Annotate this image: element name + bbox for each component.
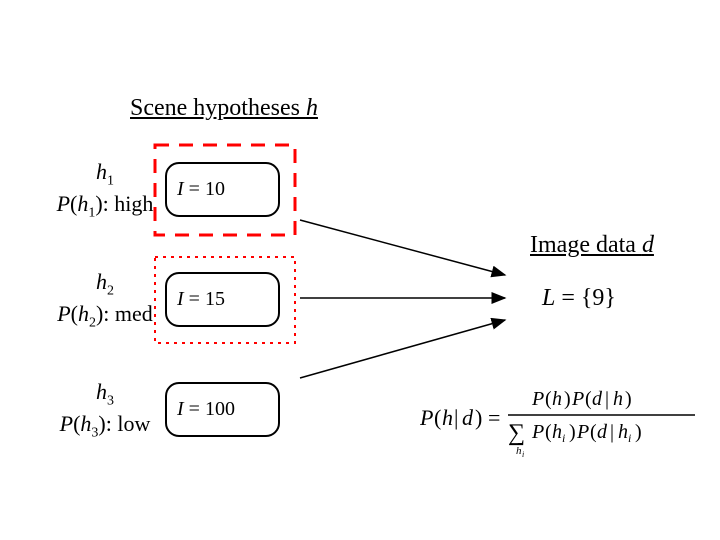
svg-text:|: | bbox=[605, 388, 609, 410]
hypothesis-3-box: I = 100 bbox=[165, 382, 280, 437]
hypothesis-2-I: I = 15 bbox=[177, 288, 225, 311]
svg-text:): ) bbox=[564, 388, 571, 410]
bayes-formula: P ( h | d ) = P ( h ) P ( d | h ) ∑ h i … bbox=[420, 380, 710, 466]
hypothesis-2-label: h2 P(h2): med bbox=[55, 268, 155, 332]
title-text: Scene hypotheses h bbox=[130, 95, 318, 121]
svg-text:=: = bbox=[488, 405, 500, 430]
svg-text:(: ( bbox=[545, 421, 552, 443]
svg-text:P: P bbox=[420, 405, 433, 430]
svg-text:): ) bbox=[569, 421, 576, 443]
svg-text:h: h bbox=[442, 405, 453, 430]
title: Scene hypotheses h bbox=[130, 95, 318, 122]
hypothesis-1-label: h1 P(h1): high bbox=[55, 158, 155, 222]
arrow-3 bbox=[300, 320, 505, 378]
hypothesis-1-box: I = 10 bbox=[165, 162, 280, 217]
svg-text:i: i bbox=[562, 431, 565, 445]
svg-text:P: P bbox=[531, 421, 544, 443]
svg-text:(: ( bbox=[434, 405, 441, 430]
svg-text:(: ( bbox=[545, 388, 552, 410]
hypothesis-3-label: h3 P(h3): low bbox=[55, 378, 155, 442]
svg-text:d: d bbox=[592, 388, 603, 410]
hypothesis-2-box: I = 15 bbox=[165, 272, 280, 327]
svg-text:|: | bbox=[610, 421, 614, 443]
formula-svg: P ( h | d ) = P ( h ) P ( d | h ) ∑ h i … bbox=[420, 380, 700, 460]
svg-text:h: h bbox=[613, 388, 623, 410]
hypothesis-3-I: I = 100 bbox=[177, 398, 235, 421]
arrow-1 bbox=[300, 220, 505, 275]
L-value: L = {9} bbox=[542, 285, 616, 312]
svg-text:(: ( bbox=[590, 421, 597, 443]
svg-text:∑: ∑ bbox=[508, 420, 525, 446]
svg-text:d: d bbox=[462, 405, 474, 430]
svg-text:h: h bbox=[552, 388, 562, 410]
svg-text:|: | bbox=[454, 405, 458, 430]
svg-text:i: i bbox=[522, 450, 524, 459]
svg-text:P: P bbox=[531, 388, 544, 410]
svg-text:): ) bbox=[625, 388, 632, 410]
svg-text:P: P bbox=[576, 421, 589, 443]
svg-text:h: h bbox=[618, 421, 628, 443]
svg-text:d: d bbox=[597, 421, 608, 443]
svg-text:): ) bbox=[635, 421, 642, 443]
hypothesis-1-I: I = 10 bbox=[177, 178, 225, 201]
svg-text:P: P bbox=[571, 388, 584, 410]
svg-text:(: ( bbox=[585, 388, 592, 410]
svg-text:h: h bbox=[552, 421, 562, 443]
svg-text:): ) bbox=[475, 405, 482, 430]
image-data-label: Image data d bbox=[530, 232, 654, 259]
svg-text:i: i bbox=[628, 431, 631, 445]
